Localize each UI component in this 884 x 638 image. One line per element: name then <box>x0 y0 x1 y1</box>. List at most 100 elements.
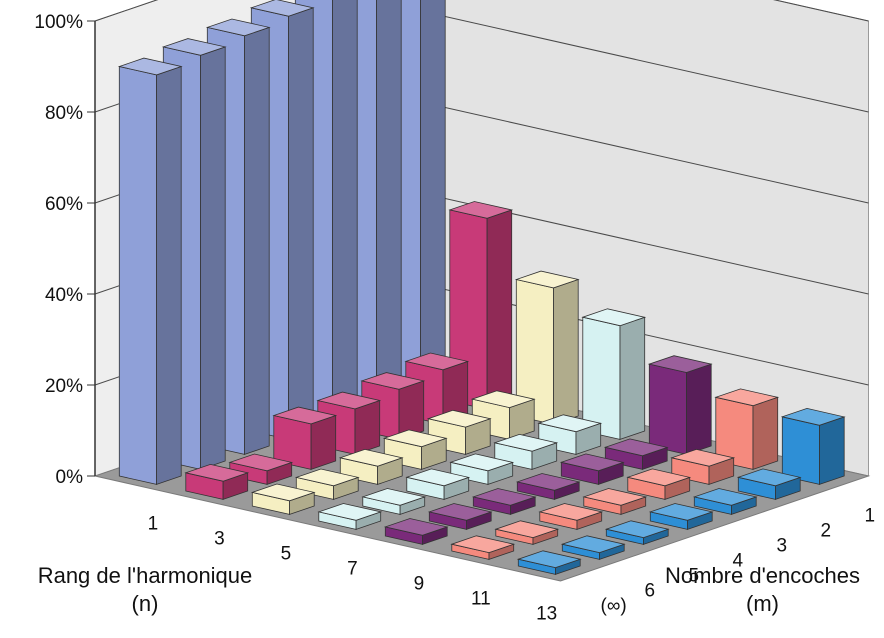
bar-side <box>752 396 779 470</box>
bar-top <box>426 409 492 428</box>
bar-side <box>619 316 646 440</box>
bar-side <box>200 46 226 470</box>
bar <box>250 483 316 515</box>
bar <box>560 535 626 560</box>
bar <box>780 407 846 485</box>
bar <box>581 308 647 440</box>
bar-top <box>471 488 537 506</box>
bar-top <box>161 38 227 56</box>
x-tick-label: 3 <box>214 529 225 550</box>
bar <box>405 468 471 500</box>
bar-top <box>494 520 560 539</box>
bar <box>272 406 338 470</box>
bar <box>450 535 516 560</box>
depth-tick-label: 2 <box>821 521 832 542</box>
bar-top <box>383 518 449 536</box>
z-tick-label: 20% <box>45 376 83 397</box>
bar-top <box>736 468 802 487</box>
bar-side <box>819 416 845 485</box>
bar-top <box>648 503 714 521</box>
x-tick-label: 1 <box>148 514 159 535</box>
z-tick-label: 100% <box>34 12 83 33</box>
bar <box>604 520 670 545</box>
bar-top <box>272 406 338 425</box>
bar-front <box>648 363 687 455</box>
bar-top <box>184 463 250 482</box>
bar-top <box>714 388 780 407</box>
bar-top <box>470 390 536 409</box>
depth-axis-title-line2: (m) <box>746 591 779 616</box>
gridline-back <box>773 0 869 22</box>
x-tick-label: 9 <box>414 574 425 595</box>
bar-top <box>692 488 758 506</box>
bar-side <box>310 414 337 470</box>
bar-top <box>581 308 647 327</box>
bar-top <box>249 0 315 17</box>
depth-tick-label: 3 <box>777 536 788 557</box>
bar-top <box>538 503 604 521</box>
bar-side <box>420 0 446 395</box>
bar <box>427 503 493 530</box>
x-tick-label: 5 <box>281 544 292 565</box>
bar <box>514 270 580 425</box>
bar-top <box>647 355 713 373</box>
bar-top <box>448 201 514 219</box>
bar-top <box>603 438 669 457</box>
bar-top <box>360 372 426 390</box>
bar-top <box>228 453 294 472</box>
bar-top <box>450 535 516 554</box>
bar-top <box>516 550 582 569</box>
bar-top <box>604 520 670 539</box>
bar-top <box>205 18 271 37</box>
bar <box>582 488 648 515</box>
bar <box>294 468 360 500</box>
bar <box>626 468 692 500</box>
gridline-back <box>402 6 869 113</box>
bar-top <box>294 468 360 487</box>
bar <box>117 57 183 485</box>
bar-top <box>316 391 382 410</box>
bar <box>538 503 604 530</box>
bar-top <box>338 448 404 467</box>
bar-top <box>515 473 581 491</box>
bar <box>361 488 427 515</box>
bar-side <box>332 0 358 425</box>
bar <box>471 488 537 515</box>
bar-top <box>537 414 603 433</box>
bar-side <box>686 363 712 455</box>
gridline-left <box>94 0 159 22</box>
z-tick-label: 80% <box>45 103 83 124</box>
bar <box>559 453 625 485</box>
bar-top <box>449 453 515 472</box>
z-tick-label: 40% <box>45 285 83 306</box>
bar <box>736 468 802 500</box>
bar-top <box>493 433 559 452</box>
depth-axis-title-line1: Nombre d'encoches <box>665 563 860 588</box>
bar <box>494 520 560 545</box>
x-tick-label: 7 <box>347 559 358 580</box>
gridline-back <box>402 97 869 204</box>
x-tick-label: 11 <box>471 589 491 610</box>
bar <box>382 429 448 470</box>
bar <box>184 463 250 500</box>
bar-side <box>156 65 182 485</box>
bar <box>228 453 294 485</box>
bar-top <box>317 503 383 521</box>
bar-top <box>405 468 471 487</box>
bar <box>317 503 383 530</box>
bar-front <box>118 65 158 485</box>
bar-side <box>376 0 402 410</box>
depth-axis-title: Nombre d'encoches (m) <box>650 562 875 618</box>
x-axis-title-line2: (n) <box>131 591 159 616</box>
bar <box>516 550 582 575</box>
bar <box>448 201 514 410</box>
bar <box>714 388 780 470</box>
depth-tick-label: 1 <box>865 506 876 527</box>
bar <box>603 438 669 470</box>
bar-top <box>427 503 493 521</box>
bar-top <box>404 352 470 371</box>
bar-side <box>553 278 579 425</box>
